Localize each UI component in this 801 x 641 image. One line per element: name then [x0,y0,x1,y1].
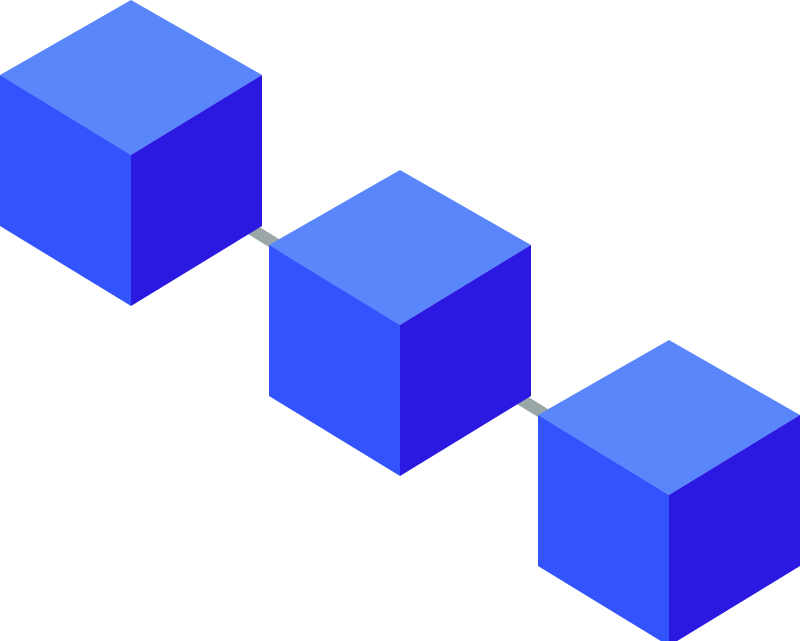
cube-left-face [269,245,400,476]
cube-right-face [131,75,262,306]
block-cube-last [538,340,800,641]
cube-top-face [0,0,262,155]
cube-top-face [269,170,531,325]
cube-left-face [538,415,669,641]
cube-left-face [0,75,131,306]
block-cube-first [0,0,262,306]
block-cube-middle [269,170,531,476]
cube-top-face [538,340,800,495]
cube-right-face [669,415,800,641]
cube-right-face [400,245,531,476]
